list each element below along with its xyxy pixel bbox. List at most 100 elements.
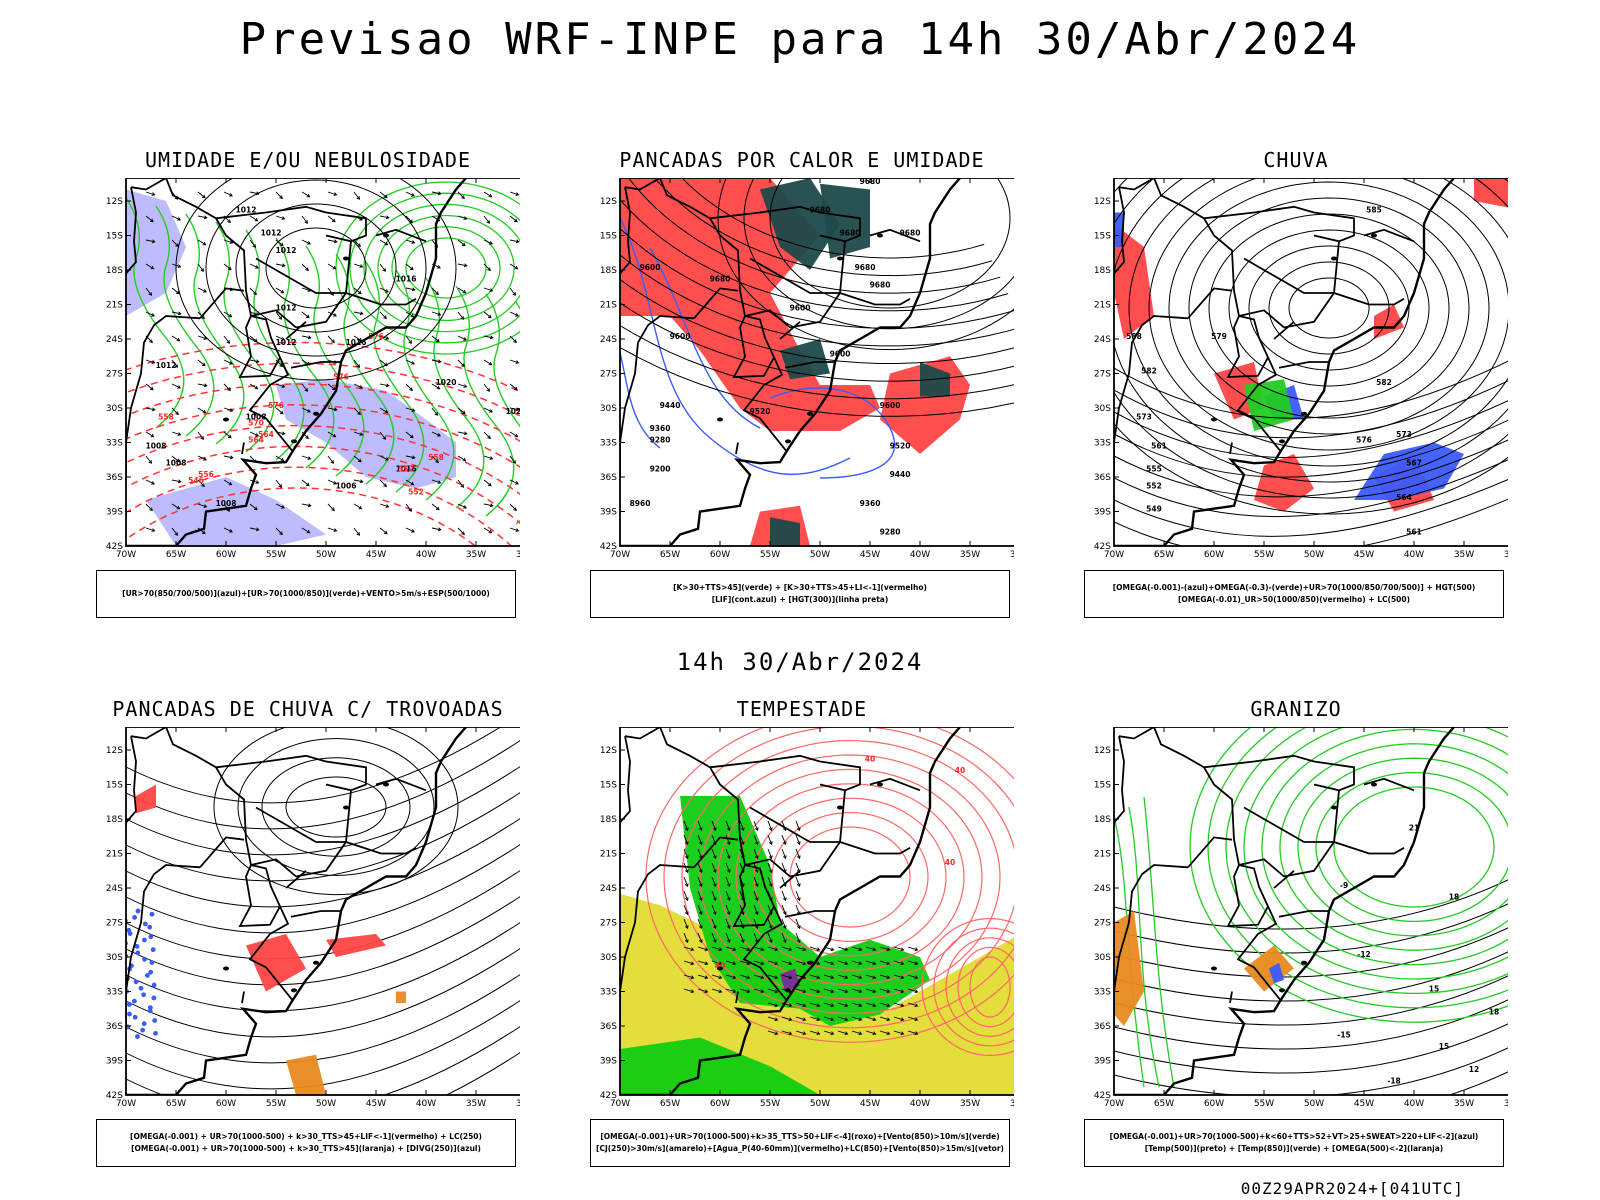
wind-vector	[145, 239, 155, 243]
wind-vector	[301, 191, 310, 198]
wind-vector	[483, 407, 493, 413]
legend-line: [OMEGA(-0.001)-(azul)+OMEGA(-0.3)-(verde…	[1112, 583, 1476, 592]
wind-vector	[509, 239, 519, 243]
wind-vector	[203, 289, 207, 293]
map-svg: -9 -12 -15 -18 21 18 15 18 15 12 12S 15S 18S 21S 24S 27…	[1094, 726, 1535, 1109]
lon-label: 30W	[516, 1099, 520, 1109]
wind-vector	[739, 974, 750, 979]
wind-vector	[796, 869, 801, 874]
wind-vector	[851, 1016, 862, 1021]
wind-vector	[353, 527, 360, 536]
lat-label: 30S	[600, 953, 617, 963]
streamline	[126, 826, 546, 934]
border-line	[1278, 361, 1329, 369]
wind-vector	[437, 527, 442, 532]
lat-label: 12S	[106, 746, 123, 756]
wind-vector	[782, 855, 787, 860]
wind-vector	[725, 918, 731, 929]
wind-vector	[405, 359, 415, 365]
temp-label: 15	[1429, 985, 1439, 994]
wind-vector	[385, 289, 389, 293]
wind-vector	[767, 1030, 778, 1035]
wind-vector	[704, 989, 709, 994]
lat-label: 36S	[600, 1022, 617, 1032]
panel-title: CHUVA	[1263, 148, 1329, 172]
wind-vector	[851, 988, 862, 993]
border-line	[1363, 228, 1415, 243]
wind-vector	[767, 988, 778, 993]
wind-vector	[725, 876, 731, 887]
thunderstorm-red-area	[246, 934, 306, 992]
wind-vector	[795, 960, 806, 965]
wind-vector	[711, 974, 722, 979]
wind-vector	[379, 431, 386, 440]
border-line	[620, 736, 631, 824]
streamline	[237, 738, 435, 876]
border-line	[1114, 864, 1189, 1030]
wind-vector	[405, 287, 415, 291]
wind-vector	[382, 436, 386, 440]
wind-vector	[457, 335, 467, 341]
wind-vector	[684, 869, 689, 874]
wind-vector	[488, 361, 493, 366]
wind-vector	[837, 1016, 848, 1021]
wind-vector	[145, 455, 152, 464]
border-line	[375, 777, 427, 792]
wind-vector	[774, 961, 779, 966]
wind-vector	[463, 505, 467, 509]
wind-vector	[145, 311, 155, 317]
legend-box: [K>30+TTS>45](verde) + [K>30+TTS>45+LI<-…	[590, 570, 1010, 618]
wind-vector	[145, 215, 154, 223]
wind-vector	[437, 359, 442, 364]
streamline	[445, 1034, 546, 1095]
lat-label: 15S	[600, 232, 617, 242]
wind-vector	[457, 359, 465, 367]
wind-vector	[830, 1031, 835, 1036]
divergence-blue-dot	[141, 1021, 147, 1027]
border-line	[126, 736, 137, 824]
wind-vector	[698, 897, 703, 902]
wind-vector	[844, 961, 849, 966]
divergence-blue-dot	[145, 973, 150, 978]
wind-vector	[275, 383, 285, 388]
wind-vector	[228, 481, 233, 486]
wind-vector	[171, 359, 178, 368]
map-content: -9 -12 -15 -18 21 18 15 18 15 12	[1114, 727, 1534, 1095]
wind-vector	[782, 925, 787, 930]
wind-vector	[410, 481, 415, 486]
wind-vector	[385, 504, 390, 508]
wind-vector	[149, 386, 154, 391]
height-300-contour	[620, 254, 1025, 347]
border-line	[250, 309, 297, 329]
wind-vector	[823, 1016, 834, 1021]
lat-label: 21S	[1094, 850, 1111, 860]
border-line	[325, 760, 367, 792]
wind-vector	[357, 411, 361, 416]
wind-vector	[306, 529, 311, 534]
wind-vector	[437, 433, 441, 437]
height-label: 9200	[650, 464, 671, 473]
wind-vector	[327, 335, 335, 343]
panel-title: UMIDADE E/OU NEBULOSIDADE	[144, 148, 472, 172]
wind-vector	[726, 925, 731, 930]
wind-vector	[327, 215, 336, 223]
wind-vector	[732, 947, 737, 952]
lat-label: 27S	[600, 919, 617, 929]
wind-vector	[226, 340, 230, 344]
lat-label: 21S	[106, 850, 123, 860]
wind-vector	[754, 827, 759, 832]
wind-vector	[202, 241, 207, 246]
height-500-contour	[1114, 387, 1534, 458]
wind-vector	[698, 869, 703, 874]
wind-vector	[249, 239, 256, 248]
wind-vector	[435, 291, 439, 296]
lat-label: 39S	[600, 508, 617, 518]
border-line	[199, 287, 245, 319]
wind-vector	[227, 266, 232, 271]
pressure-label: 1020	[506, 407, 520, 416]
height-500-contour	[1288, 277, 1370, 339]
border-line	[1243, 790, 1340, 843]
wind-vector	[405, 335, 412, 344]
wind-vector	[782, 939, 787, 944]
wind-vector	[795, 848, 801, 859]
